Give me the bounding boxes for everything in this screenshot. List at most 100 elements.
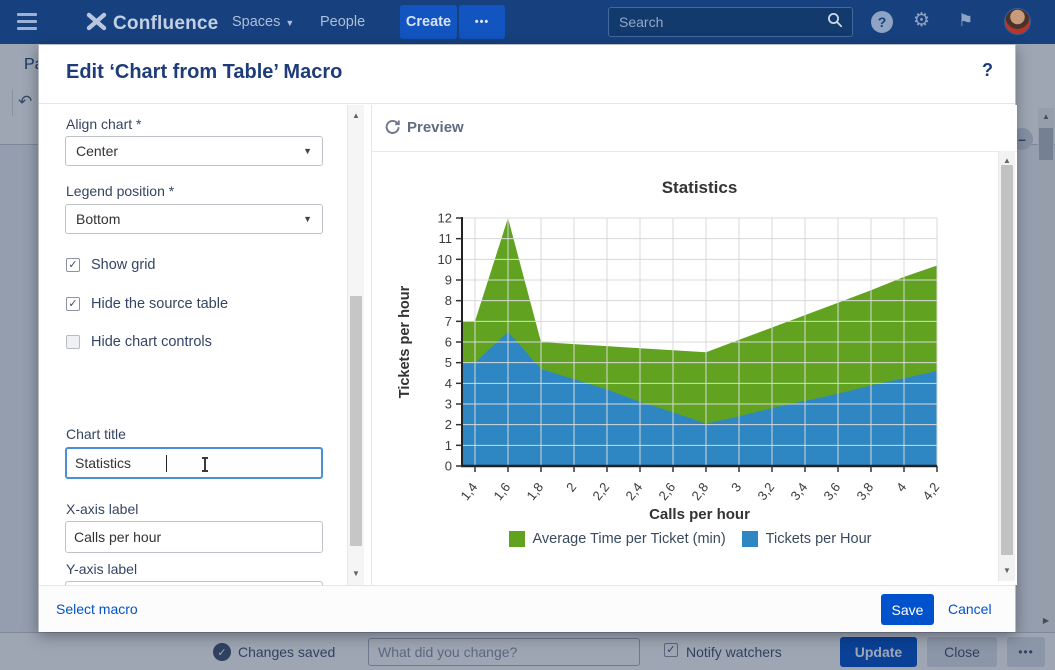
nav-spaces[interactable]: Spaces▼ [232,14,294,30]
svg-text:3,2: 3,2 [754,480,777,503]
svg-text:2,2: 2,2 [589,480,612,503]
preview-scrollbar[interactable]: ▲ ▼ [998,151,1015,581]
svg-text:3,6: 3,6 [820,480,843,503]
svg-text:8: 8 [445,293,452,308]
dialog-footer: Select macro Save Cancel [39,585,1015,632]
svg-text:3,8: 3,8 [853,480,876,503]
dialog-help-icon[interactable]: ? [982,60,993,81]
legend-item: Average Time per Ticket (min) [509,531,726,547]
svg-text:1,4: 1,4 [457,480,480,503]
form-scrollbar[interactable]: ▲ ▼ [347,105,364,585]
mouse-ibeam-cursor [201,457,209,472]
top-nav: Confluence Spaces▼ People Create ••• ? ⚙… [0,0,1055,44]
search-icon[interactable] [827,12,843,33]
legend-label: Average Time per Ticket (min) [533,531,726,547]
dialog-header: Edit ‘Chart from Table’ Macro ? [39,45,1015,104]
svg-text:1: 1 [445,438,452,453]
confluence-logo[interactable]: Confluence [86,11,218,37]
nav-more-button[interactable]: ••• [459,5,505,39]
checkbox-box[interactable]: ✓ [66,258,80,272]
preview-label: Preview [407,119,464,136]
svg-text:2,4: 2,4 [622,480,645,503]
screen: Confluence Spaces▼ People Create ••• ? ⚙… [0,0,1055,670]
preview-pane: Preview 01234567891011121,41,61,822,22,4… [371,105,1017,585]
svg-text:Statistics: Statistics [662,178,738,197]
text-caret [166,455,167,472]
svg-text:1,8: 1,8 [523,480,546,503]
cancel-link[interactable]: Cancel [948,601,992,617]
refresh-icon[interactable] [384,119,401,141]
svg-text:9: 9 [445,273,452,288]
align-chart-select[interactable]: Center ▼ [65,136,323,166]
svg-text:11: 11 [439,231,453,246]
svg-text:Tickets per hour: Tickets per hour [397,285,413,398]
x-axis-label-input[interactable] [65,521,323,553]
svg-text:1,6: 1,6 [490,480,513,503]
checkbox-label: Hide chart controls [91,334,212,350]
preview-header: Preview [372,105,1017,152]
hamburger-menu-icon[interactable] [17,13,37,30]
checkbox-label: Show grid [91,257,155,273]
svg-text:6: 6 [445,335,452,350]
chevron-down-icon: ▼ [285,18,294,28]
chart-title-label: Chart title [66,426,126,442]
legend-swatch-icon [742,531,758,547]
svg-text:0: 0 [445,459,452,474]
svg-text:10: 10 [438,252,452,267]
svg-text:4,2: 4,2 [919,480,942,503]
save-button[interactable]: Save [881,594,934,625]
checkbox-box[interactable] [66,335,80,349]
confluence-logo-icon [86,11,107,37]
svg-text:2: 2 [563,480,579,495]
scroll-down-icon[interactable]: ▼ [348,567,364,581]
svg-text:3,4: 3,4 [787,480,810,503]
svg-text:2: 2 [445,417,452,432]
legend-item: Tickets per Hour [742,531,872,547]
user-avatar[interactable] [1004,8,1031,35]
dialog-title: Edit ‘Chart from Table’ Macro [66,61,342,84]
checkbox-hide-chart-controls[interactable]: Hide chart controls [66,334,212,350]
svg-text:7: 7 [445,314,452,329]
settings-gear-icon[interactable]: ⚙ [913,10,930,32]
caret-down-icon: ▼ [303,146,312,156]
chart-title-input[interactable] [65,447,323,479]
caret-down-icon: ▼ [303,214,312,224]
svg-text:2,6: 2,6 [655,480,678,503]
x-axis-label-label: X-axis label [66,501,138,517]
nav-people[interactable]: People [320,14,365,30]
checkbox-show-grid[interactable]: ✓ Show grid [66,257,155,273]
checkbox-label: Hide the source table [91,296,228,312]
align-chart-label: Align chart * [66,116,141,132]
search-box [608,7,853,37]
svg-text:3: 3 [728,480,744,495]
help-icon[interactable]: ? [871,11,893,33]
macro-settings-form: Align chart * Center ▼ Legend position *… [39,105,347,585]
preview-scrollbar-thumb[interactable] [1001,165,1013,555]
edit-macro-dialog: Edit ‘Chart from Table’ Macro ? Align ch… [38,44,1016,632]
chart-legend: Average Time per Ticket (min) Tickets per… [390,531,990,547]
chart-preview: 01234567891011121,41,61,822,22,42,62,833… [392,153,992,530]
legend-swatch-icon [509,531,525,547]
search-input[interactable] [609,14,827,30]
notifications-flag-icon[interactable]: ⚑ [958,10,973,32]
chart-svg: 01234567891011121,41,61,822,22,42,62,833… [392,153,992,525]
legend-position-label: Legend position * [66,183,174,199]
brand-name: Confluence [113,13,218,35]
svg-text:12: 12 [438,211,452,226]
scroll-up-icon[interactable]: ▲ [348,109,364,123]
create-button[interactable]: Create [400,5,457,39]
svg-text:5: 5 [445,355,452,370]
legend-label: Tickets per Hour [766,531,872,547]
svg-text:Calls per hour: Calls per hour [649,506,750,523]
checkbox-box[interactable]: ✓ [66,297,80,311]
svg-text:4: 4 [445,376,452,391]
svg-text:3: 3 [445,397,452,412]
scroll-down-icon[interactable]: ▼ [999,564,1015,578]
form-scrollbar-thumb[interactable] [350,296,362,546]
select-macro-link[interactable]: Select macro [56,601,138,617]
checkbox-hide-the-source-table[interactable]: ✓ Hide the source table [66,296,228,312]
y-axis-label-label: Y-axis label [66,561,137,577]
svg-text:2,8: 2,8 [688,480,711,503]
svg-text:4: 4 [893,480,909,495]
legend-position-select[interactable]: Bottom ▼ [65,204,323,234]
